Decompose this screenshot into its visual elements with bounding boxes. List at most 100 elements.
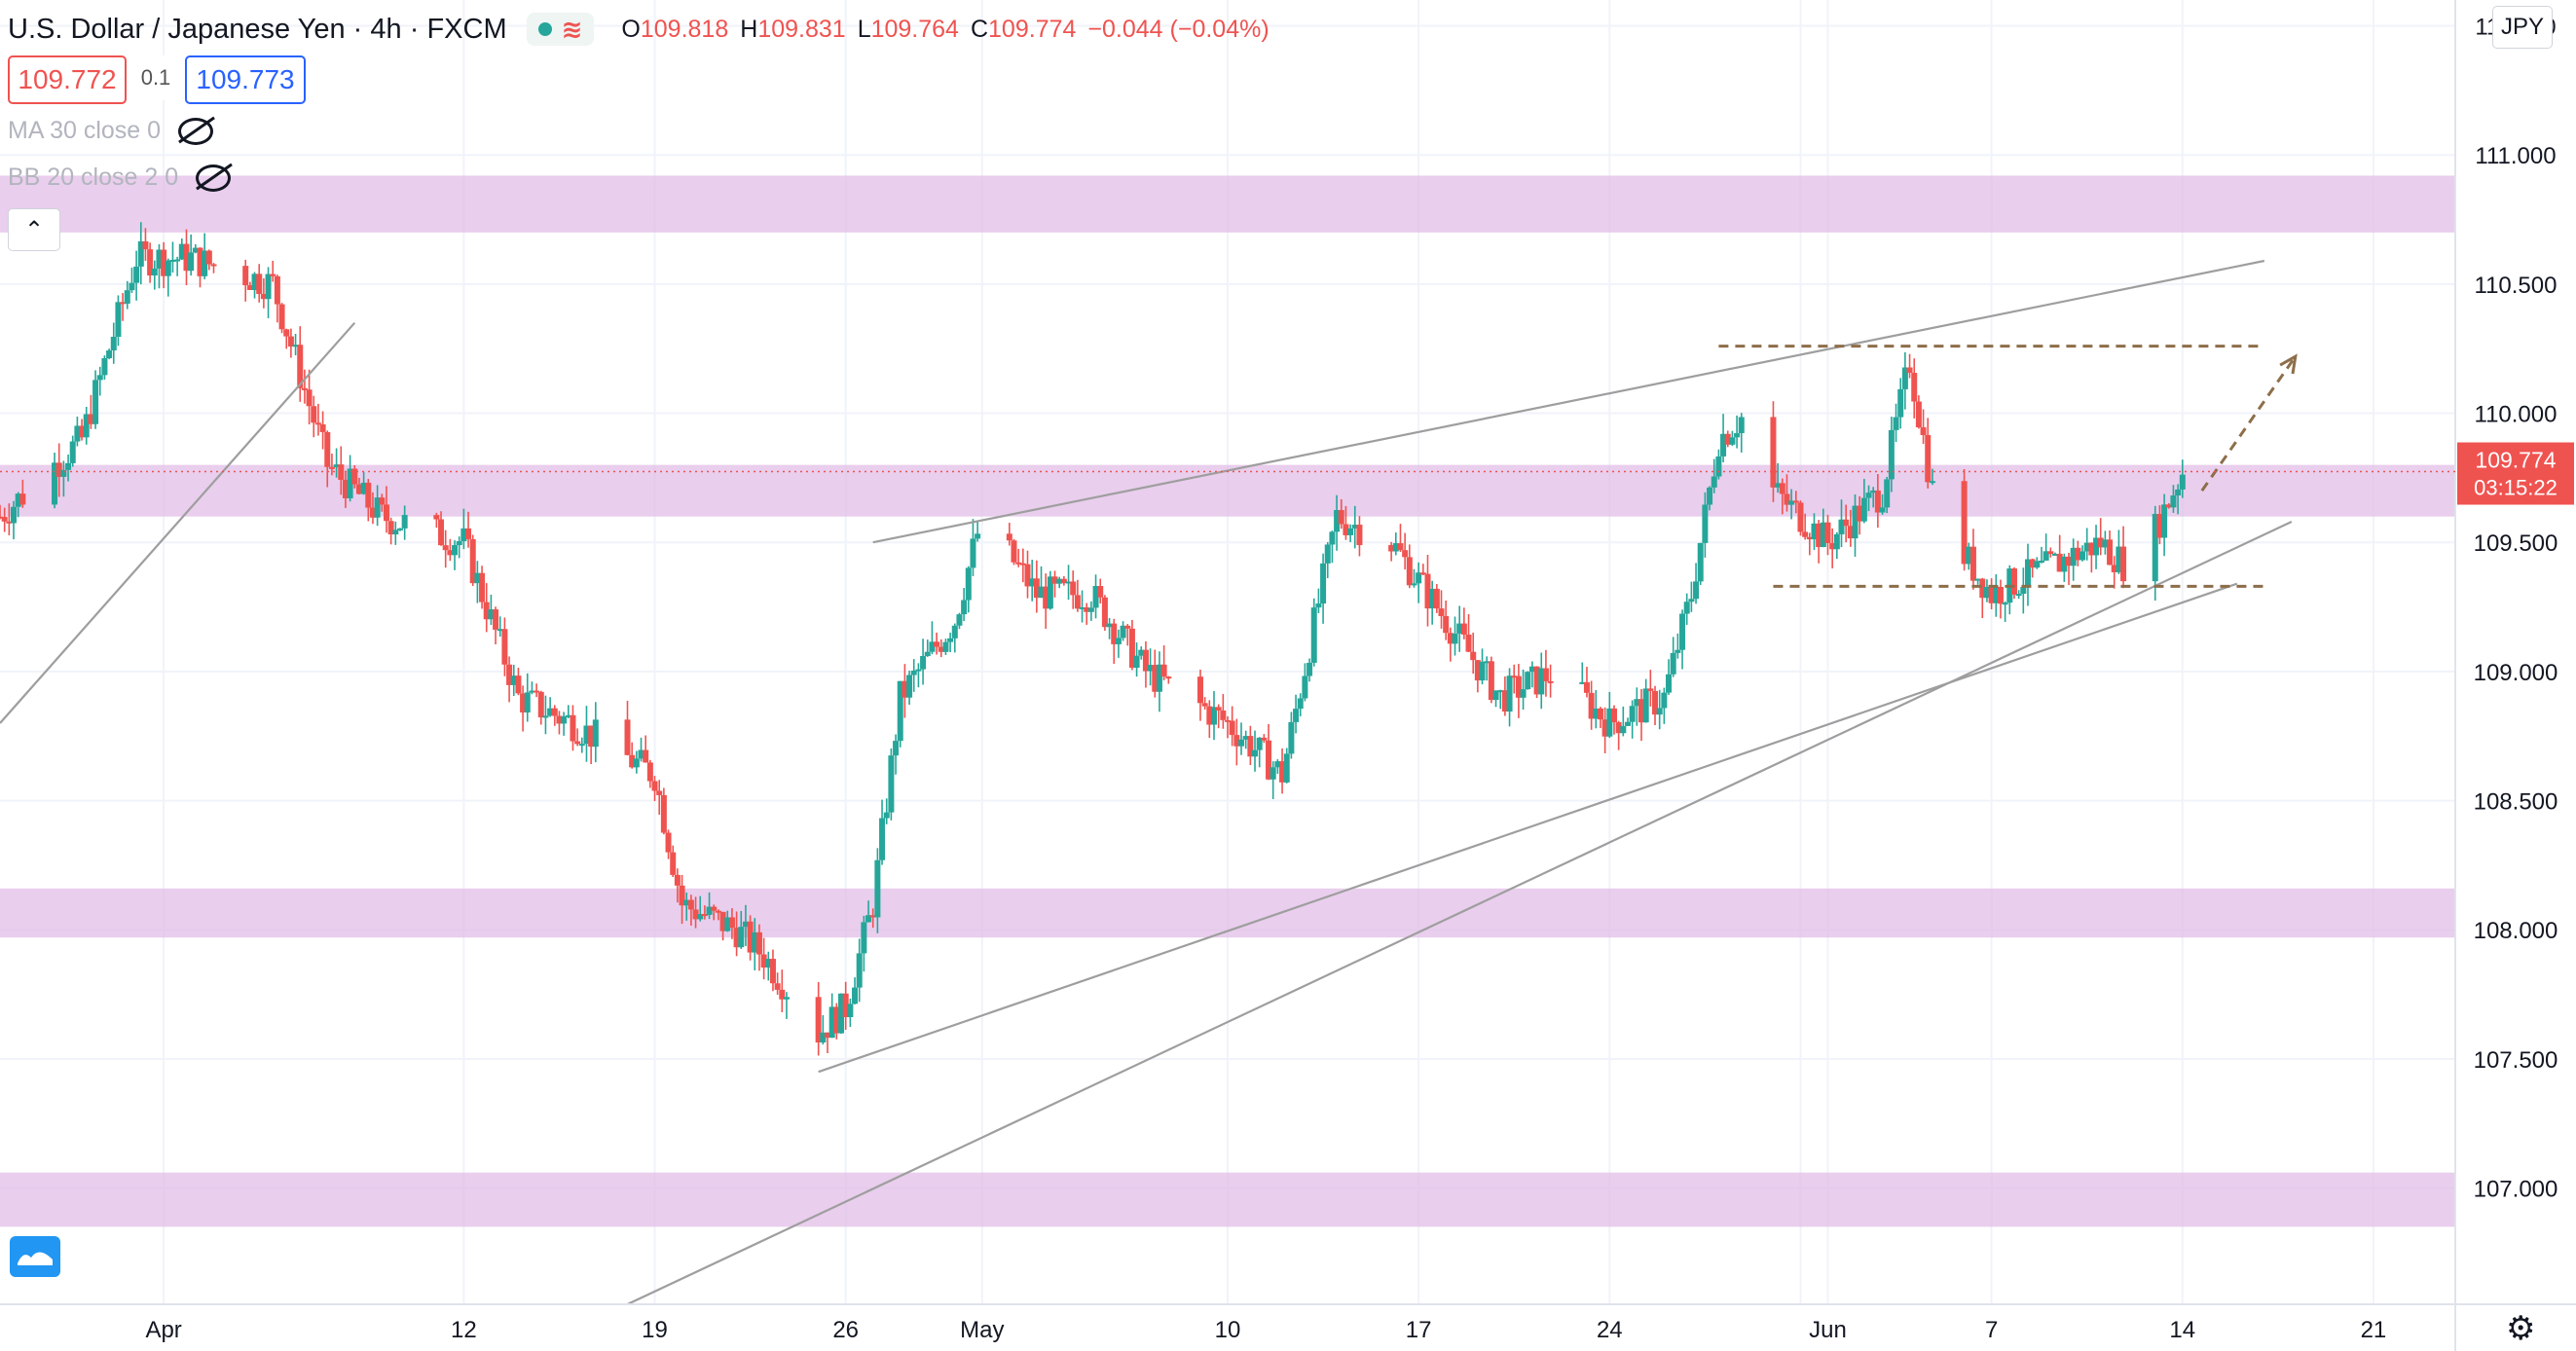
candle-body (1270, 767, 1276, 780)
currency-button[interactable]: JPY (2492, 6, 2553, 49)
candle-body (1647, 688, 1654, 691)
candle-body (779, 989, 786, 1000)
eye-hidden-icon[interactable] (196, 164, 232, 192)
candle-body (2083, 542, 2090, 552)
candle-body (738, 927, 745, 948)
candle-body (1070, 581, 1077, 596)
candle-body (401, 515, 408, 529)
candle-body (874, 859, 881, 918)
candle-body (1857, 505, 1863, 522)
candle-body (902, 680, 908, 698)
candle-body (0, 516, 3, 519)
market-status-badge[interactable]: ≋ (526, 13, 595, 46)
candle-body (137, 240, 144, 267)
candle-body (156, 249, 163, 269)
collapse-legend-button[interactable]: ⌃ (8, 208, 60, 251)
candle-body (79, 425, 86, 438)
candle-body (360, 482, 367, 494)
candle-body (1724, 433, 1731, 445)
candle-body (1597, 708, 1603, 720)
candle-body (697, 914, 704, 920)
indicator-ma[interactable]: MA 30 close 0 (8, 117, 214, 145)
candle-body (638, 749, 644, 759)
candle-body (1538, 668, 1545, 695)
candle-body (938, 646, 944, 652)
candle-body (2170, 495, 2177, 508)
candle-body (1542, 668, 1549, 681)
candle-body (1242, 736, 1249, 740)
candle-body (469, 538, 476, 584)
candle-body (1528, 666, 1535, 673)
candle-body (374, 497, 381, 518)
candle-body (1624, 721, 1631, 726)
candle-body (1929, 481, 1935, 484)
candle-body (479, 572, 486, 602)
candle-body (115, 302, 122, 337)
candle-body (2070, 547, 2077, 566)
candle-body (1693, 581, 1700, 600)
candle-body (1843, 519, 1850, 527)
candle-body (210, 264, 217, 267)
candle-body (465, 528, 472, 539)
candle-body (924, 651, 931, 656)
time-tick-label: 26 (832, 1317, 859, 1343)
candle-body (2102, 539, 2109, 548)
eye-hidden-icon[interactable] (178, 117, 214, 145)
candle-body (2002, 602, 2008, 605)
candle-body (1452, 633, 1458, 644)
candle-body (1329, 531, 1336, 545)
candle-body (1160, 664, 1167, 677)
time-tick-label: 21 (2361, 1317, 2387, 1343)
candle-body (1302, 676, 1308, 699)
candle-body (583, 725, 590, 745)
candle-body (961, 600, 968, 615)
candle-body (742, 921, 749, 928)
candle-body (1479, 661, 1486, 681)
candle-body (1988, 586, 1995, 603)
candle-body (1610, 708, 1617, 723)
candle-body (1484, 661, 1490, 664)
open-label: O (621, 15, 641, 43)
candle-body (1324, 544, 1331, 564)
candle-body (774, 983, 781, 990)
candle-body (2179, 474, 2186, 490)
candle-body (947, 638, 954, 642)
candle-body (1315, 603, 1322, 608)
candle-body (1833, 533, 1840, 550)
price-tick-label: 107.500 (2474, 1047, 2558, 1074)
candle-body (2020, 587, 2027, 595)
buy-button[interactable]: 109.773 (185, 55, 306, 104)
candle-body (1601, 719, 1608, 737)
candle-body (274, 275, 280, 305)
candle-body (815, 997, 822, 1043)
tradingview-logo-icon[interactable] (10, 1236, 60, 1277)
gear-icon[interactable]: ⚙ (2506, 1310, 2536, 1347)
candle-body (392, 529, 399, 535)
candle-body (1147, 665, 1154, 672)
candle-body (1402, 550, 1409, 558)
candle-body (19, 493, 26, 505)
candle-body (820, 1032, 827, 1043)
candle-body (1320, 563, 1327, 604)
sell-button[interactable]: 109.772 (8, 55, 127, 104)
candle-body (1056, 578, 1063, 584)
candle-body (1206, 706, 1213, 725)
candle-body (2038, 560, 2044, 563)
candle-body (2156, 514, 2163, 538)
candle-body (2056, 553, 2063, 572)
candle-body (396, 528, 403, 530)
candle-body (379, 497, 386, 505)
candle-body (1060, 578, 1067, 584)
candle-body (1802, 531, 1809, 537)
candle-body (383, 504, 389, 522)
price-tick-label: 109.500 (2474, 530, 2558, 557)
support-resistance-zones (0, 175, 2455, 1227)
time-tick-label: 14 (2169, 1317, 2195, 1343)
candle-body (2029, 559, 2036, 568)
candle-body (861, 922, 867, 954)
candle-body (1351, 525, 1358, 529)
symbol-name[interactable]: U.S. Dollar / Japanese Yen · 4h · FXCM (8, 13, 507, 45)
candle-body (1084, 606, 1090, 612)
indicator-bb[interactable]: BB 20 close 2 0 (8, 164, 232, 192)
